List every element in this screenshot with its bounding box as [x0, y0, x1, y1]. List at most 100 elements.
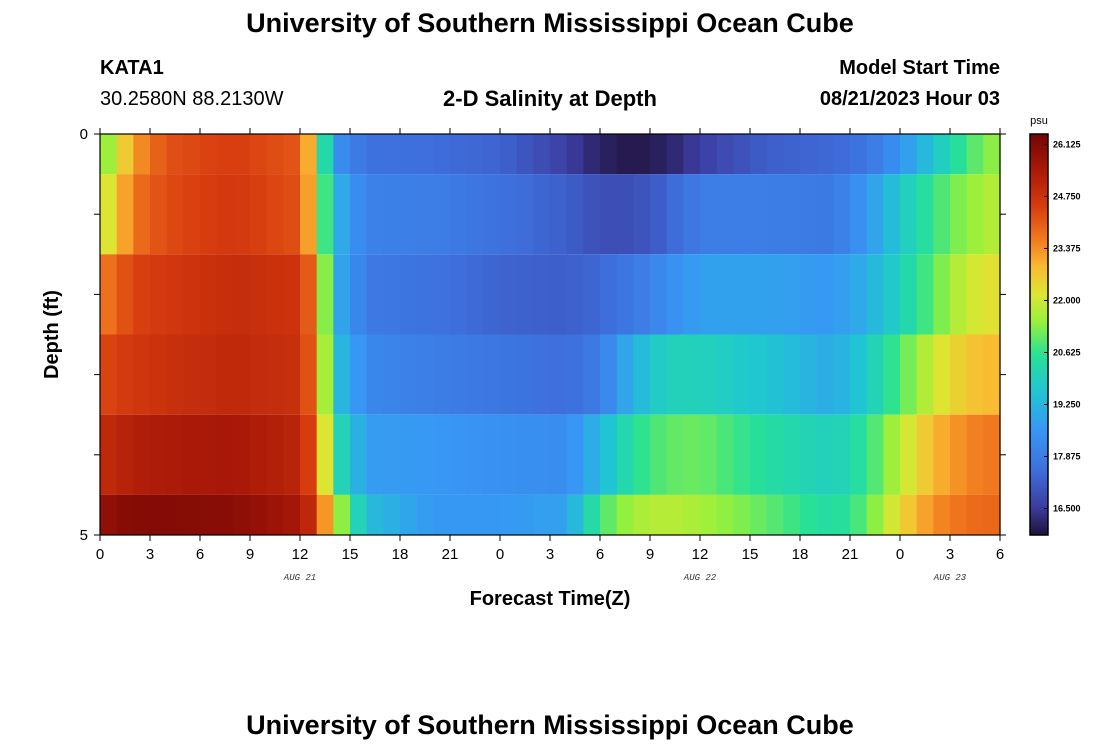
heatmap-cell [816, 134, 834, 175]
heatmap-cell [416, 414, 434, 495]
x-tick-label: 0 [496, 546, 504, 563]
heatmap-cell [183, 414, 201, 495]
heatmap-cell [733, 254, 751, 335]
heatmap-cell [750, 174, 768, 255]
heatmap-cell [433, 334, 451, 415]
colorbar-unit: psu [1030, 115, 1048, 127]
heatmap-cell [500, 494, 518, 535]
heatmap-cell [833, 494, 851, 535]
heatmap-cell [183, 174, 201, 255]
heatmap-cell [450, 134, 468, 175]
x-tick-label: 15 [342, 546, 359, 563]
heatmap-cell [300, 414, 318, 495]
heatmap-cell [550, 134, 568, 175]
heatmap-cell [116, 494, 134, 535]
heatmap-cell [550, 254, 568, 335]
heatmap-cell [266, 494, 284, 535]
heatmap-cell [416, 174, 434, 255]
heatmap-cell [583, 254, 601, 335]
x-tick-label: 21 [842, 546, 859, 563]
heatmap-cell [766, 254, 784, 335]
heatmap-cell [350, 494, 368, 535]
heatmap-cell [866, 254, 884, 335]
heatmap-cell [800, 174, 818, 255]
heatmap-cell [683, 334, 701, 415]
heatmap-cell [700, 414, 718, 495]
heatmap-cell [783, 334, 801, 415]
heatmap-cell [900, 414, 918, 495]
heatmap-cell [700, 174, 718, 255]
y-axis-ticks: 05 [80, 126, 1006, 544]
heatmap-cell [650, 334, 668, 415]
x-tick-label: 6 [596, 546, 604, 563]
heatmap-cell [250, 174, 268, 255]
heatmap-cell [850, 174, 868, 255]
heatmap-cell [966, 334, 984, 415]
heatmap-cell [533, 494, 551, 535]
heatmap-cell [333, 494, 351, 535]
heatmap-cell [166, 334, 184, 415]
heatmap-cell [150, 174, 168, 255]
heatmap-cell [983, 254, 1001, 335]
heatmap-cell [350, 414, 368, 495]
x-tick-label: 18 [392, 546, 409, 563]
heatmap-cell [966, 494, 984, 535]
colorbar-tick-label: 24.750 [1053, 191, 1081, 201]
heatmap-cell [483, 494, 501, 535]
heatmap-cell [883, 254, 901, 335]
x-tick-label: 21 [442, 546, 459, 563]
heatmap-cell [566, 174, 584, 255]
station-id: KATA1 [100, 57, 164, 79]
heatmap-cell [383, 254, 401, 335]
heatmap-cell [916, 134, 934, 175]
heatmap-cell [750, 134, 768, 175]
heatmap-cell [650, 174, 668, 255]
heatmap-cell [666, 174, 684, 255]
heatmap-cell [133, 414, 151, 495]
heatmap-cell [366, 134, 384, 175]
heatmap-cell [800, 254, 818, 335]
heatmap-cell [200, 334, 218, 415]
heatmap-cell [183, 334, 201, 415]
heatmap-cell [416, 494, 434, 535]
x-tick-label: 12 [292, 546, 309, 563]
heatmap-cell [100, 134, 118, 175]
y-tick-label: 0 [80, 126, 88, 143]
heatmap-cell [766, 494, 784, 535]
heatmap-cell [400, 494, 418, 535]
heatmap-cell [316, 414, 334, 495]
heatmap-cell [366, 254, 384, 335]
x-tick-label: 0 [896, 546, 904, 563]
heatmap-cell [150, 134, 168, 175]
heatmap-cell [683, 494, 701, 535]
heatmap-cell [766, 134, 784, 175]
heatmap-cell [333, 334, 351, 415]
heatmap-cell [916, 254, 934, 335]
heatmap-cell [916, 414, 934, 495]
heatmap-cell [150, 494, 168, 535]
heatmap-cell [400, 134, 418, 175]
heatmap-cell [933, 414, 951, 495]
heatmap-cell [650, 254, 668, 335]
colorbar [1029, 133, 1049, 536]
heatmap-cell [116, 414, 134, 495]
heatmap-cell [616, 334, 634, 415]
heatmap-cell [750, 334, 768, 415]
heatmap-cell [150, 254, 168, 335]
heatmap-cell [300, 254, 318, 335]
heatmap-cell [883, 334, 901, 415]
heatmap-cell [600, 414, 618, 495]
heatmap-cell [716, 134, 734, 175]
heatmap-cell [516, 494, 534, 535]
heatmap-cell [233, 494, 251, 535]
date-label: AUG 23 [933, 573, 967, 583]
heatmap-cell [333, 254, 351, 335]
heatmap-cell [200, 134, 218, 175]
heatmap-cell [433, 414, 451, 495]
heatmap-cell [183, 134, 201, 175]
heatmap-cell [166, 494, 184, 535]
heatmap-cell [283, 254, 301, 335]
heatmap-cell [950, 414, 968, 495]
heatmap-cell [516, 414, 534, 495]
heatmap-cell [866, 414, 884, 495]
